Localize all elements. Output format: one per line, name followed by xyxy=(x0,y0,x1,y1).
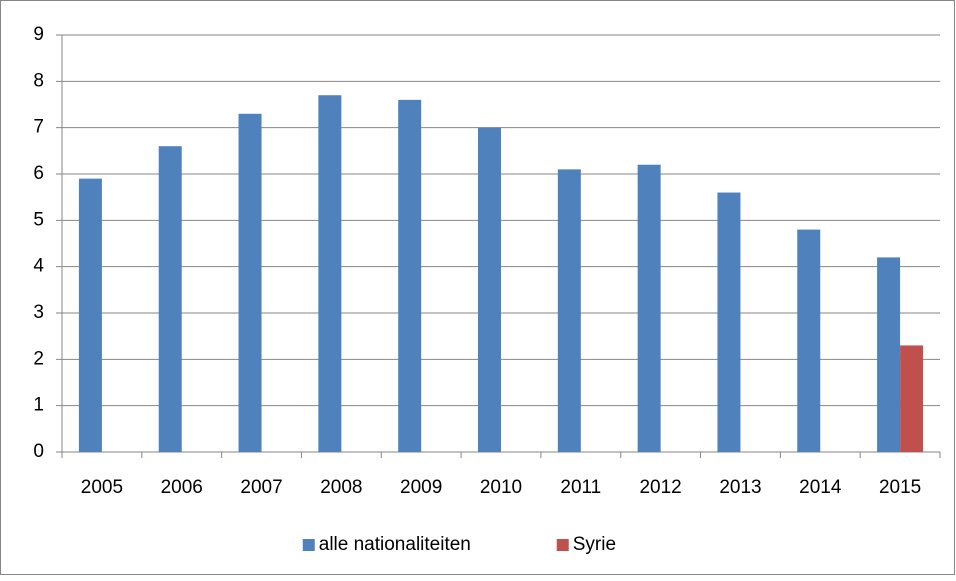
bar xyxy=(318,95,342,452)
bar xyxy=(637,164,661,452)
x-tick-label: 2013 xyxy=(719,477,761,498)
x-tick-label: 2010 xyxy=(480,477,522,498)
bar xyxy=(238,113,262,453)
bar xyxy=(158,146,182,452)
y-tick-label: 8 xyxy=(33,70,44,91)
bar xyxy=(557,169,581,452)
x-tick-label: 2006 xyxy=(161,477,203,498)
bar xyxy=(398,99,422,452)
y-tick-label: 2 xyxy=(33,348,44,369)
y-tick-label: 9 xyxy=(33,24,44,45)
bar xyxy=(717,192,741,453)
x-tick-label: 2007 xyxy=(240,477,282,498)
x-tick-label: 2009 xyxy=(400,477,442,498)
legend-label: Syrie xyxy=(573,534,616,555)
y-tick-label: 5 xyxy=(33,209,44,230)
y-tick-label: 7 xyxy=(33,117,44,138)
y-tick-label: 4 xyxy=(33,256,44,277)
x-tick-label: 2014 xyxy=(799,477,842,498)
x-tick-label: 2005 xyxy=(81,477,123,498)
x-tick-label: 2015 xyxy=(879,477,921,498)
legend-swatch xyxy=(556,539,569,551)
bar xyxy=(478,127,501,453)
x-tick-label: 2008 xyxy=(320,477,362,498)
bar xyxy=(900,345,924,452)
legend-label: alle nationaliteiten xyxy=(319,534,471,555)
y-tick-label: 3 xyxy=(33,302,44,323)
y-tick-label: 1 xyxy=(33,395,44,416)
legend-swatch xyxy=(302,539,315,551)
x-tick-label: 2011 xyxy=(560,477,601,498)
bar xyxy=(877,257,901,452)
x-tick-label: 2012 xyxy=(639,477,681,498)
y-tick-label: 0 xyxy=(33,441,44,462)
y-tick-label: 6 xyxy=(33,163,44,184)
bar xyxy=(78,178,102,452)
bar xyxy=(797,229,821,452)
